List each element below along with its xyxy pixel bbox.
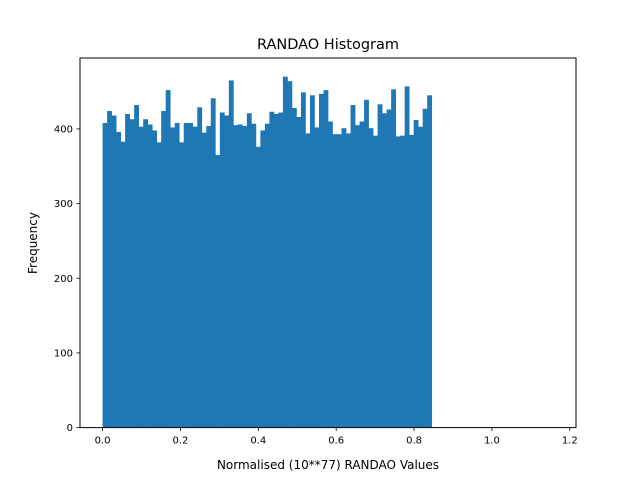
histogram-bar: [400, 135, 405, 428]
histogram-bar: [197, 107, 203, 428]
x-axis-label: Normalised (10**77) RANDAO Values: [217, 458, 439, 472]
histogram-bar: [409, 134, 415, 428]
histogram-bar: [219, 112, 225, 428]
y-tick-label: 0: [67, 423, 73, 434]
histogram-bar: [355, 125, 360, 428]
histogram-bar: [246, 113, 252, 428]
y-axis-label: Frequency: [26, 212, 40, 274]
histogram-bar: [328, 121, 333, 428]
histogram-bar: [233, 125, 239, 428]
histogram-bar: [206, 125, 212, 428]
x-tick-label: 1.0: [484, 436, 500, 447]
histogram-bar: [427, 95, 433, 428]
histogram-bar: [309, 95, 315, 428]
histogram-bar: [264, 123, 270, 428]
histogram-bar: [192, 126, 198, 428]
x-tick-label: 0.0: [95, 436, 111, 447]
axes-frame: [79, 57, 577, 429]
histogram-bar: [273, 114, 279, 428]
histogram-bar: [210, 98, 216, 428]
histogram-bar: [138, 126, 144, 428]
histogram-bar: [224, 115, 230, 428]
histogram-bar: [386, 109, 392, 428]
x-tick-label: 0.8: [406, 436, 422, 447]
histogram-bar: [161, 111, 167, 428]
histogram-bar: [255, 146, 261, 428]
histogram-bar: [382, 113, 387, 428]
histogram-bar: [228, 80, 234, 428]
x-tick-label: 0.2: [172, 436, 188, 447]
histogram-bar: [107, 111, 112, 428]
histogram-bar: [332, 134, 338, 428]
histogram-bar: [337, 134, 342, 428]
histogram-bar: [147, 124, 153, 428]
histogram-bar: [291, 108, 297, 428]
histogram-bar: [125, 114, 130, 428]
histogram-bar: [287, 81, 293, 428]
histogram-bar: [395, 136, 401, 428]
histogram-bar: [251, 123, 257, 428]
histogram-bar: [318, 93, 324, 428]
histogram-bar: [300, 92, 306, 428]
histogram-bar: [156, 142, 162, 428]
histogram-bar: [346, 133, 351, 428]
histogram-bar: [368, 128, 374, 428]
histogram-bar: [183, 122, 189, 428]
histogram-bar: [422, 108, 428, 428]
histogram-bar: [215, 155, 221, 428]
x-tick-label: 0.4: [250, 436, 266, 447]
histogram-bar: [237, 124, 243, 428]
histogram-bar: [143, 119, 149, 428]
histogram-bar: [413, 119, 419, 428]
x-tick-label: 0.6: [328, 436, 344, 447]
histogram-bar: [129, 119, 135, 428]
histogram-bar: [404, 86, 410, 428]
x-tick-label: 1.2: [562, 436, 578, 447]
y-tick-label: 400: [54, 125, 73, 136]
y-tick-label: 200: [54, 274, 73, 285]
histogram-bar: [170, 127, 176, 428]
histogram-bar: [341, 128, 347, 428]
histogram-bar: [242, 125, 248, 428]
histogram-bar: [418, 126, 424, 428]
histogram-bar: [269, 111, 275, 428]
histogram-bar: [134, 105, 139, 428]
x-axis-ticks: 0.0 0.2 0.4 0.6 0.8 1.0 1.2: [95, 427, 578, 447]
y-tick-label: 300: [54, 199, 73, 210]
histogram-bar: [152, 130, 158, 428]
histogram-bar: [391, 89, 396, 428]
histogram-bar: [260, 130, 266, 428]
histogram-bar: [179, 142, 185, 428]
histogram-bar: [120, 141, 126, 428]
histogram-bar: [111, 115, 117, 428]
histogram-bar: [323, 90, 329, 428]
histogram-bar: [102, 122, 108, 428]
histogram-bar: [377, 104, 383, 428]
chart-title: RANDAO Histogram: [257, 37, 399, 53]
histogram-bar: [314, 127, 320, 428]
histogram-bar: [359, 121, 365, 428]
histogram-bar: [174, 122, 180, 428]
histogram-bar: [350, 105, 356, 428]
y-axis-ticks: 0 100 200 300 400: [54, 125, 80, 434]
histogram-bar: [188, 122, 194, 428]
bars-group: [102, 76, 433, 428]
y-tick-label: 100: [54, 349, 73, 360]
histogram-bar: [165, 90, 171, 428]
histogram-bar: [116, 131, 121, 428]
histogram-bar: [364, 99, 369, 428]
histogram-bar: [296, 116, 302, 428]
histogram-bar: [373, 135, 378, 428]
histogram-bar: [282, 76, 288, 428]
histogram-bar: [278, 112, 284, 428]
histogram-bar: [305, 133, 311, 428]
histogram-bar: [201, 132, 207, 428]
